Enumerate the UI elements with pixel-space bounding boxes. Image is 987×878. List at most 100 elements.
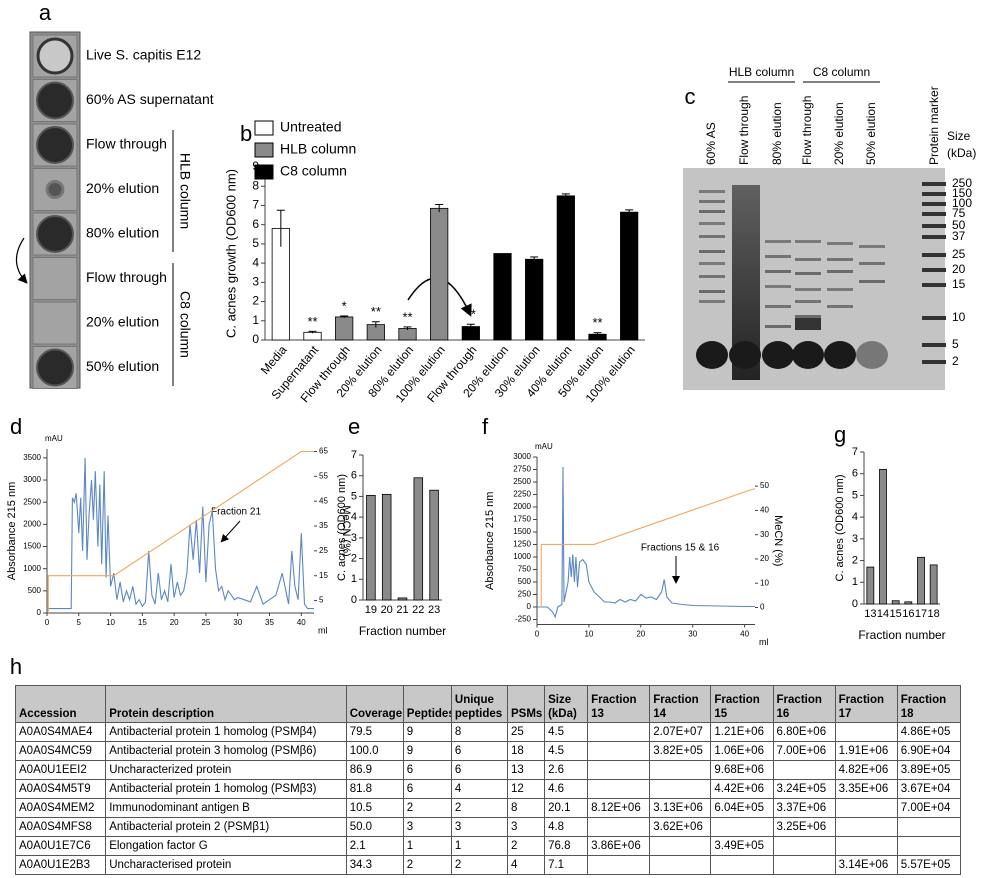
- significance: **: [466, 307, 476, 322]
- table-cell: [587, 760, 651, 780]
- marker-band: [922, 343, 946, 347]
- band: [765, 285, 791, 288]
- bar: [929, 564, 938, 605]
- y-tick-label: 5: [351, 490, 357, 502]
- y-unit: mAU: [535, 442, 553, 451]
- band: [699, 262, 725, 265]
- error-bar: [435, 203, 444, 213]
- error-bar: [308, 330, 317, 334]
- table-cell: Elongation factor G: [105, 836, 347, 856]
- table-cell: [710, 855, 774, 875]
- y-tick-label: 3500: [23, 453, 41, 462]
- table-cell: 4.5: [544, 722, 589, 742]
- line: [47, 450, 314, 613]
- marker-band: [922, 224, 946, 228]
- group-label: HLB column: [177, 153, 193, 229]
- y-tick-label: 3: [252, 275, 259, 289]
- table-cell: A0A0S4M5T9: [14, 779, 107, 799]
- table-cell: 1.21E+06: [710, 722, 774, 742]
- legend-swatch: [254, 142, 274, 158]
- x-tick-label: 15: [138, 618, 147, 627]
- table-cell: 25: [506, 722, 546, 742]
- table-cell: 9: [402, 722, 452, 742]
- lane-label: Protein marker: [927, 86, 941, 165]
- size-label: 50: [952, 218, 966, 232]
- table-cell: Immunodominant antigen B: [105, 798, 347, 818]
- header-cell: Fraction 14: [649, 685, 712, 723]
- band: [699, 235, 725, 238]
- table-cell: 76.8: [544, 836, 589, 856]
- bar: [335, 316, 354, 341]
- well: [32, 257, 78, 300]
- panel-label: b: [240, 121, 252, 146]
- size-label: 37: [952, 229, 966, 243]
- size-label: 100: [952, 196, 972, 210]
- bar: [398, 328, 417, 341]
- bar: [891, 600, 900, 605]
- lane-label: 80% elution: [770, 102, 784, 165]
- table-cell: A0A0S4MAE4: [14, 722, 107, 742]
- band: [699, 210, 725, 213]
- lane-label: Flow through: [800, 96, 814, 165]
- y2-axis-title: MeCN (%): [340, 505, 352, 556]
- x-tick-label: 35: [265, 618, 274, 627]
- table-cell: Uncharacterized protein: [105, 760, 347, 780]
- y-tick-label: 2: [351, 552, 357, 564]
- x-tick-label: 10: [584, 630, 593, 639]
- error-bar: [276, 209, 285, 247]
- table-row: A0A0S4MFS8 Antibacterial protein 2 (PSMβ1…: [14, 817, 962, 837]
- table-cell: 2: [506, 836, 546, 856]
- x-axis-title: Fraction number: [858, 628, 945, 642]
- table-cell: 3.35E+06: [834, 779, 898, 799]
- y2-tick-label: 45: [319, 496, 328, 505]
- table-row: A0A0U1E2B3 Uncharacterised protein 34.3 2 2 4…: [14, 855, 962, 875]
- panel-label: d: [10, 414, 22, 439]
- annotation: Fractions 15 & 16: [641, 543, 720, 554]
- error-bar: [593, 332, 602, 336]
- y-tick-label: 1500: [513, 527, 531, 536]
- table-cell: [834, 722, 898, 742]
- table-cell: Uncharacterised protein: [105, 855, 347, 875]
- table-cell: [587, 817, 651, 837]
- band: [699, 200, 725, 203]
- band-blob: [729, 341, 761, 369]
- marker-band: [922, 316, 946, 320]
- y-axis-title: Absorbance 215 nm: [6, 482, 18, 580]
- header-cell: Fraction 13: [587, 685, 651, 723]
- x-unit: ml: [318, 625, 328, 635]
- size-label: 20: [952, 262, 966, 276]
- y-tick-label: 6: [852, 468, 858, 480]
- table-cell: 3.89E+05: [896, 760, 962, 780]
- y-tick-label: 0: [37, 608, 42, 617]
- marker-band: [922, 253, 946, 257]
- x-tick-label: 20: [170, 618, 179, 627]
- y-tick-label: 6: [252, 217, 259, 231]
- size-label: 15: [952, 277, 966, 291]
- table-cell: Antibacterial protein 1 homolog (PSMβ4): [105, 722, 347, 742]
- y-tick-label: 1750: [513, 515, 531, 524]
- y-tick-label: 500: [28, 586, 42, 595]
- bar: [303, 331, 322, 341]
- table-cell: 18: [506, 741, 546, 761]
- row-label: 60% AS supernatant: [86, 91, 214, 107]
- y-tick-label: -250: [515, 615, 532, 624]
- arrow: [15, 237, 28, 284]
- bar: [413, 477, 424, 601]
- x-unit: ml: [759, 637, 769, 647]
- x-tick-label: 40: [740, 630, 749, 639]
- table-cell: 4.82E+06: [834, 760, 898, 780]
- x-tick-label: 17: [915, 608, 927, 620]
- x-tick-label: 13: [864, 608, 876, 620]
- table-cell: 1: [450, 836, 509, 856]
- table-cell: 7.1: [544, 855, 589, 875]
- x-tick-label: 14: [877, 608, 889, 620]
- y-tick-label: 1250: [513, 540, 531, 549]
- table-cell: 6.04E+05: [710, 798, 774, 818]
- band: [765, 270, 791, 273]
- table-cell: [834, 817, 898, 837]
- marker-band: [922, 360, 946, 364]
- band: [699, 250, 725, 253]
- table-row: A0A0S4M5T9 Antibacterial protein 1 homolo…: [14, 779, 962, 799]
